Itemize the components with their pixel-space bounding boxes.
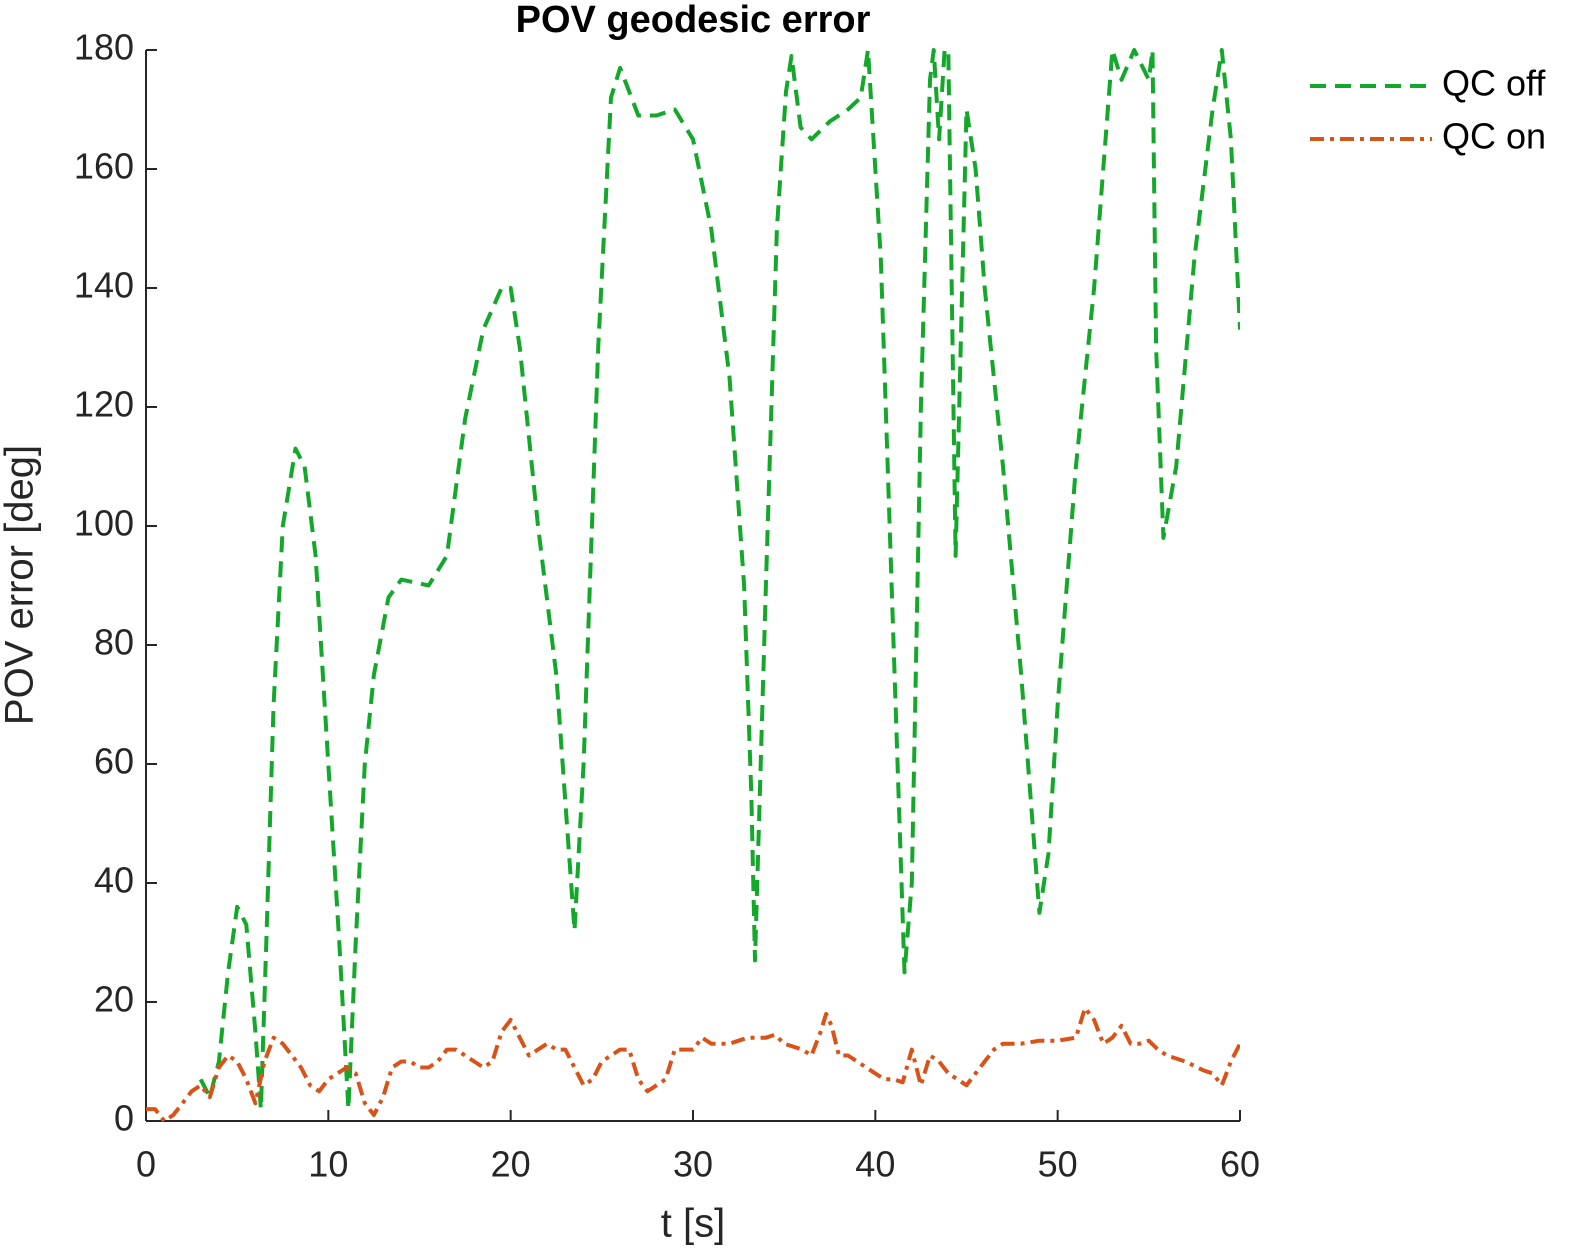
y-axis-label: POV error [deg] — [0, 445, 42, 725]
y-tick-label: 80 — [94, 622, 134, 663]
x-tick-label: 50 — [1038, 1144, 1078, 1185]
x-tick-label: 40 — [855, 1144, 895, 1185]
x-tick-label: 20 — [491, 1144, 531, 1185]
y-tick-label: 180 — [74, 27, 134, 68]
legend-label: QC off — [1442, 63, 1546, 104]
x-tick-label: 10 — [308, 1144, 348, 1185]
y-tick-label: 40 — [94, 860, 134, 901]
y-tick-label: 160 — [74, 146, 134, 187]
x-tick-label: 30 — [673, 1144, 713, 1185]
chart-title: POV geodesic error — [516, 0, 871, 41]
data-line — [198, 48, 1240, 1112]
x-tick-label: 60 — [1220, 1144, 1260, 1185]
data-line — [146, 1006, 1240, 1123]
y-tick-label: 120 — [74, 384, 134, 425]
x-axis-label: t [s] — [661, 1202, 725, 1246]
legend-label: QC on — [1442, 116, 1546, 157]
x-tick-label: 0 — [136, 1144, 156, 1185]
y-tick-label: 60 — [94, 741, 134, 782]
y-tick-label: 140 — [74, 265, 134, 306]
y-tick-label: 100 — [74, 503, 134, 544]
y-tick-label: 20 — [94, 979, 134, 1020]
y-tick-label: 0 — [114, 1098, 134, 1139]
